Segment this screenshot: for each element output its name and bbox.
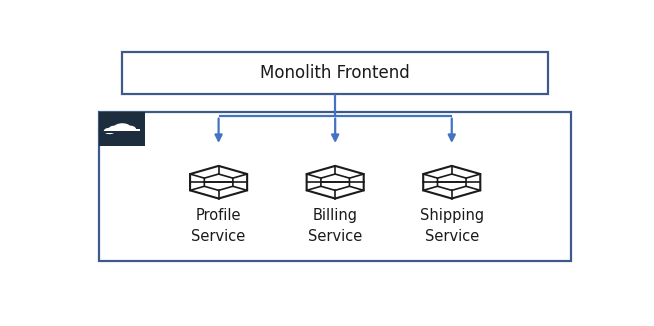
FancyBboxPatch shape bbox=[99, 112, 145, 146]
Text: Shipping
Service: Shipping Service bbox=[420, 208, 484, 244]
Polygon shape bbox=[204, 174, 233, 190]
Polygon shape bbox=[438, 174, 466, 190]
FancyBboxPatch shape bbox=[104, 131, 141, 133]
FancyBboxPatch shape bbox=[105, 129, 140, 133]
FancyBboxPatch shape bbox=[122, 52, 548, 94]
Polygon shape bbox=[321, 174, 349, 190]
Circle shape bbox=[114, 124, 130, 132]
Circle shape bbox=[109, 126, 121, 132]
Text: Profile
Service: Profile Service bbox=[192, 208, 246, 244]
FancyBboxPatch shape bbox=[99, 112, 571, 261]
Text: Monolith Frontend: Monolith Frontend bbox=[260, 64, 410, 82]
Circle shape bbox=[124, 126, 135, 132]
Polygon shape bbox=[307, 166, 364, 199]
Circle shape bbox=[105, 128, 114, 133]
Polygon shape bbox=[190, 166, 247, 199]
Polygon shape bbox=[423, 166, 480, 199]
Text: Billing
Service: Billing Service bbox=[308, 208, 362, 244]
